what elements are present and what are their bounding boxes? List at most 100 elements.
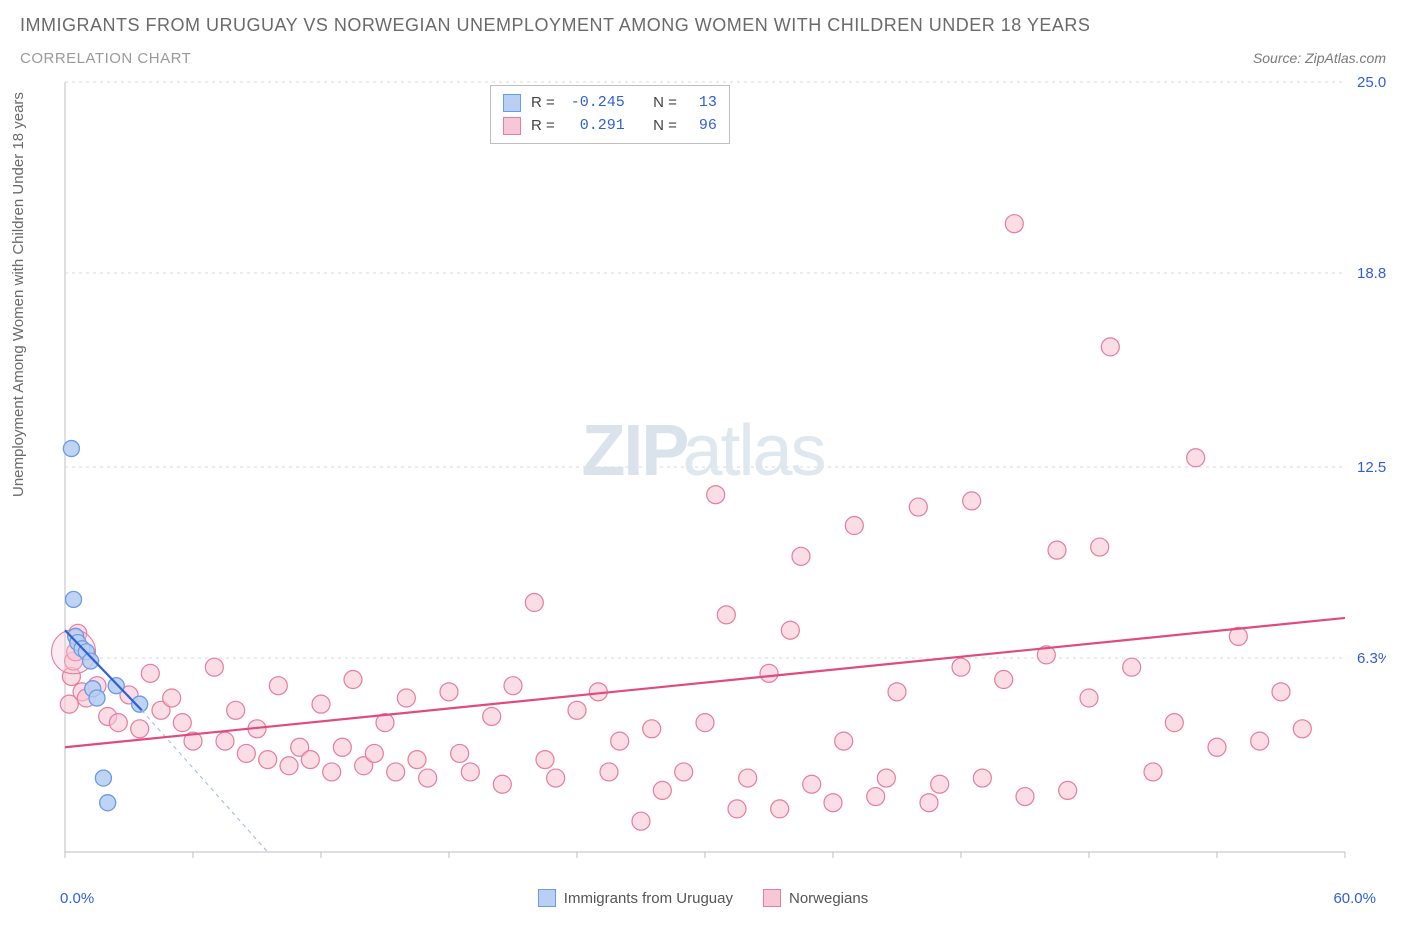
y-tick-label: 25.0% bbox=[1357, 77, 1386, 91]
data-point bbox=[63, 441, 79, 457]
legend-series-item: Immigrants from Uruguay bbox=[538, 889, 733, 907]
data-point bbox=[205, 658, 223, 676]
data-point bbox=[131, 720, 149, 738]
data-point bbox=[547, 769, 565, 787]
data-point bbox=[227, 701, 245, 719]
data-point bbox=[1080, 689, 1098, 707]
data-point bbox=[1059, 781, 1077, 799]
data-point bbox=[1293, 720, 1311, 738]
data-point bbox=[568, 701, 586, 719]
data-point bbox=[387, 763, 405, 781]
data-point bbox=[504, 677, 522, 695]
data-point bbox=[963, 492, 981, 510]
data-point bbox=[1123, 658, 1141, 676]
data-point bbox=[89, 690, 105, 706]
legend-swatch bbox=[538, 889, 556, 907]
legend-swatch bbox=[763, 889, 781, 907]
data-point bbox=[781, 621, 799, 639]
data-point bbox=[419, 769, 437, 787]
data-point bbox=[888, 683, 906, 701]
data-point bbox=[493, 775, 511, 793]
data-point bbox=[312, 695, 330, 713]
y-tick-label: 18.8% bbox=[1357, 265, 1386, 282]
data-point bbox=[132, 696, 148, 712]
data-point bbox=[931, 775, 949, 793]
data-point bbox=[995, 671, 1013, 689]
data-point bbox=[771, 800, 789, 818]
data-point bbox=[653, 781, 671, 799]
data-point bbox=[66, 591, 82, 607]
data-point bbox=[835, 732, 853, 750]
legend-correlation: R =-0.245 N =13R =0.291 N =96 bbox=[490, 85, 730, 144]
data-point bbox=[344, 671, 362, 689]
data-point bbox=[216, 732, 234, 750]
data-point bbox=[675, 763, 693, 781]
data-point bbox=[109, 714, 127, 732]
data-point bbox=[333, 738, 351, 756]
chart-area: 25.0%18.8%12.5%6.3% Unemployment Among W… bbox=[20, 77, 1386, 907]
data-point bbox=[728, 800, 746, 818]
data-point bbox=[973, 769, 991, 787]
data-point bbox=[365, 744, 383, 762]
data-point bbox=[163, 689, 181, 707]
y-axis-label: Unemployment Among Women with Children U… bbox=[10, 92, 27, 497]
data-point bbox=[1208, 738, 1226, 756]
data-point bbox=[792, 547, 810, 565]
data-point bbox=[643, 720, 661, 738]
data-point bbox=[867, 788, 885, 806]
data-point bbox=[1187, 449, 1205, 467]
legend-correlation-row: R =0.291 N =96 bbox=[503, 115, 717, 138]
scatter-plot-svg: 25.0% 18.8% 12.5% 6.3% bbox=[20, 77, 1386, 877]
data-point bbox=[696, 714, 714, 732]
data-point bbox=[173, 714, 191, 732]
data-point bbox=[717, 606, 735, 624]
data-point bbox=[451, 744, 469, 762]
data-point bbox=[323, 763, 341, 781]
data-point bbox=[461, 763, 479, 781]
legend-swatch bbox=[503, 117, 521, 135]
y-tick-label: 6.3% bbox=[1357, 650, 1386, 667]
data-point bbox=[1251, 732, 1269, 750]
data-point bbox=[920, 794, 938, 812]
data-point bbox=[1005, 215, 1023, 233]
data-point bbox=[440, 683, 458, 701]
data-point bbox=[408, 751, 426, 769]
y-tick-label: 12.5% bbox=[1357, 459, 1386, 476]
data-point bbox=[1101, 338, 1119, 356]
data-point bbox=[952, 658, 970, 676]
chart-source: Source: ZipAtlas.com bbox=[1253, 50, 1386, 66]
data-point bbox=[824, 794, 842, 812]
data-point bbox=[1144, 763, 1162, 781]
data-point bbox=[536, 751, 554, 769]
data-point bbox=[269, 677, 287, 695]
data-point bbox=[600, 763, 618, 781]
legend-series: Immigrants from Uruguay Norwegians bbox=[20, 889, 1386, 907]
data-point bbox=[525, 594, 543, 612]
data-point bbox=[707, 486, 725, 504]
data-point bbox=[1016, 788, 1034, 806]
data-point bbox=[1272, 683, 1290, 701]
data-point bbox=[632, 812, 650, 830]
legend-swatch bbox=[503, 94, 521, 112]
data-point bbox=[909, 498, 927, 516]
data-point bbox=[237, 744, 255, 762]
data-point bbox=[95, 770, 111, 786]
data-point bbox=[100, 795, 116, 811]
legend-correlation-row: R =-0.245 N =13 bbox=[503, 92, 717, 115]
data-point bbox=[259, 751, 277, 769]
data-point bbox=[141, 664, 159, 682]
chart-subtitle: CORRELATION CHART bbox=[20, 50, 191, 67]
data-point bbox=[611, 732, 629, 750]
data-point bbox=[803, 775, 821, 793]
data-point bbox=[845, 517, 863, 535]
data-point bbox=[1048, 541, 1066, 559]
data-point bbox=[1091, 538, 1109, 556]
data-point bbox=[739, 769, 757, 787]
data-point bbox=[760, 664, 778, 682]
data-point bbox=[877, 769, 895, 787]
data-point bbox=[397, 689, 415, 707]
data-point bbox=[483, 707, 501, 725]
data-point bbox=[301, 751, 319, 769]
data-point bbox=[280, 757, 298, 775]
legend-series-item: Norwegians bbox=[763, 889, 868, 907]
